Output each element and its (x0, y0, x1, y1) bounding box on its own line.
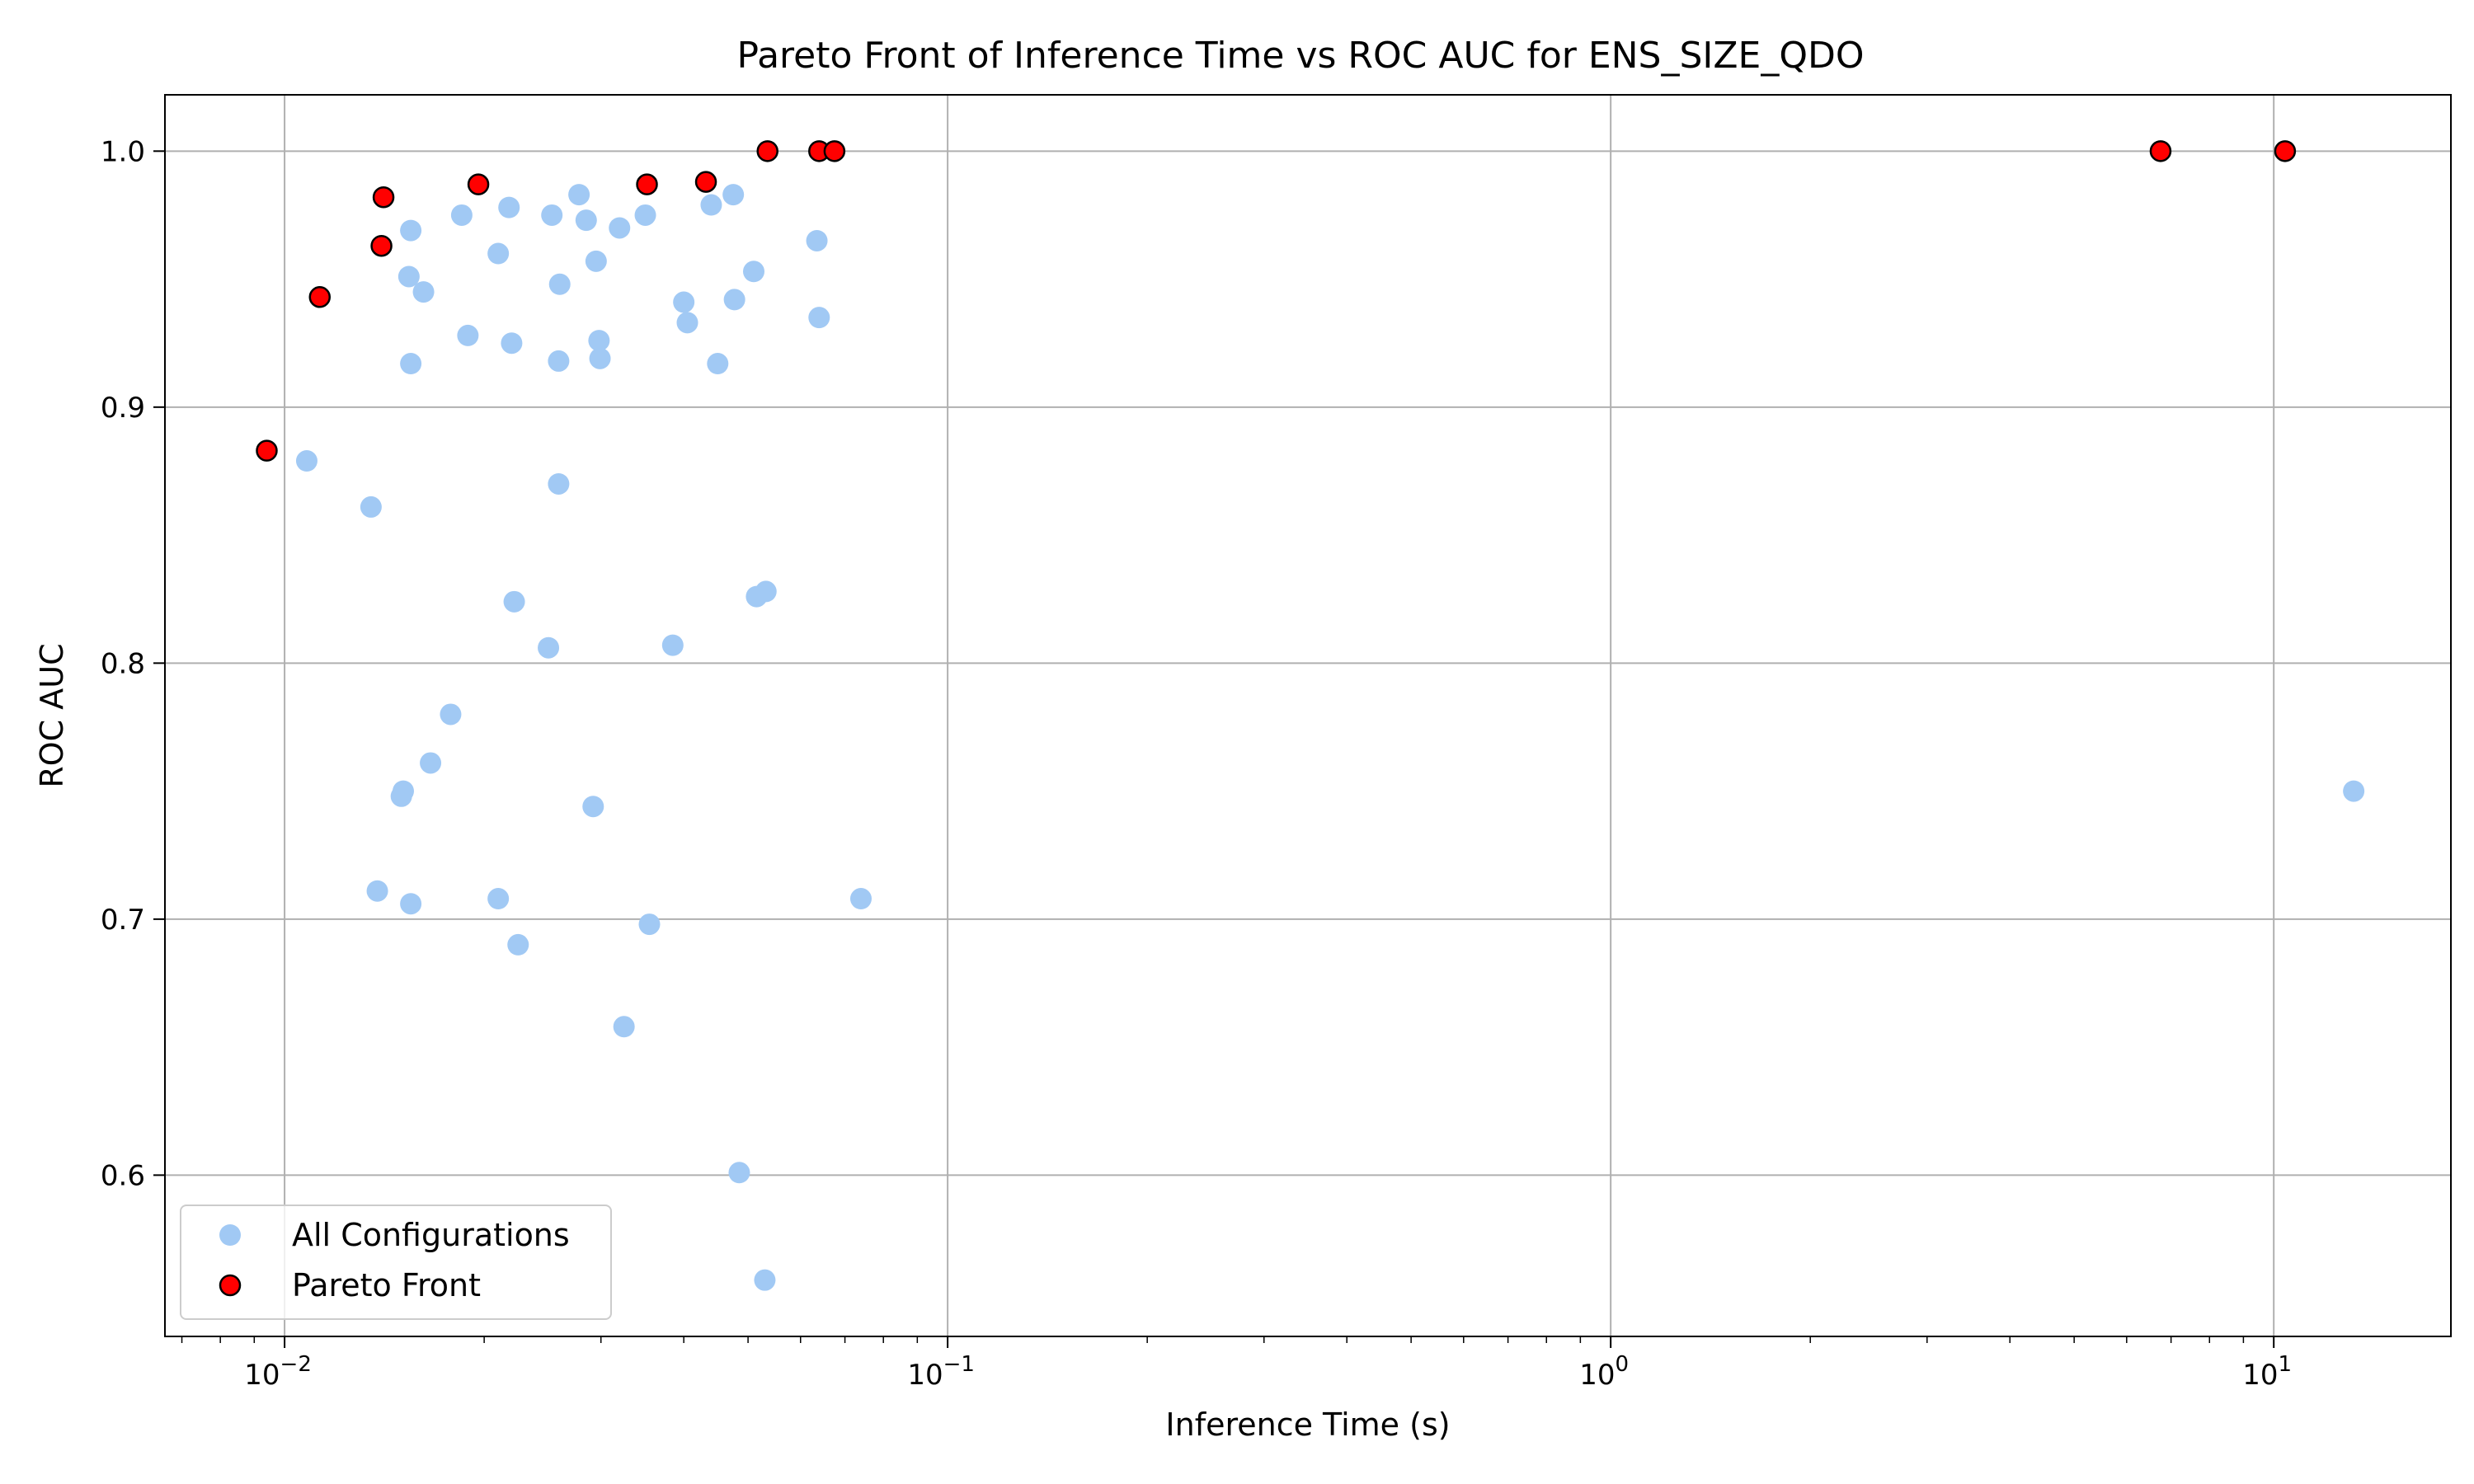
all-configurations-point (743, 261, 765, 283)
x-tick-label: 100 (1579, 1352, 1629, 1392)
plot-frame (164, 94, 2452, 1337)
pareto-front-point (694, 171, 717, 193)
all-configurations-point (450, 204, 473, 226)
all-configurations-point (661, 634, 684, 656)
x-tick-label: 10−2 (244, 1352, 312, 1392)
y-tick-label: 0.8 (101, 647, 145, 680)
all-configurations-point (548, 472, 570, 495)
x-axis-label: Inference Time (s) (1165, 1407, 1450, 1443)
all-configurations-point (397, 265, 420, 288)
pareto-front-point (756, 140, 778, 162)
all-configurations-point (400, 353, 422, 375)
all-configurations-point (503, 590, 525, 613)
y-tick-label: 0.6 (101, 1159, 145, 1192)
all-configurations-point (548, 273, 571, 295)
pareto-front-point (256, 439, 278, 462)
all-configurations-point (498, 196, 520, 218)
axis-ticks: 10−2 10−1 100 101 0.6 0.7 0.8 0.9 1.0 (101, 135, 2292, 1392)
y-tick-label: 0.9 (101, 392, 145, 425)
legend-marker-all-configurations (219, 1224, 241, 1246)
all-configurations-point (673, 291, 695, 313)
pareto-front-point (823, 140, 846, 162)
all-configurations-point (487, 242, 510, 265)
legend-marker-pareto-front (219, 1274, 242, 1297)
all-configurations-point (723, 289, 745, 311)
all-configurations-point (613, 1016, 635, 1038)
all-configurations-point (501, 332, 523, 355)
pareto-front-point (467, 173, 490, 195)
data-points (256, 140, 2365, 1291)
all-configurations-point (755, 580, 777, 603)
all-configurations-point (806, 229, 828, 251)
pareto-front-point (2149, 140, 2172, 162)
pareto-front-point (308, 286, 332, 308)
all-configurations-point (634, 204, 656, 226)
all-configurations-point (360, 495, 382, 518)
all-configurations-point (507, 933, 529, 956)
all-configurations-point (2343, 780, 2365, 802)
all-configurations-point (295, 450, 317, 472)
all-configurations-point (585, 250, 607, 272)
all-configurations-point (575, 209, 597, 232)
all-configurations-point (548, 350, 570, 372)
all-configurations-point (412, 281, 435, 303)
y-tick-label: 1.0 (101, 135, 145, 168)
legend: All Configurations Pareto Front (180, 1205, 612, 1320)
all-configurations-point (582, 796, 604, 818)
all-configurations-point (722, 184, 745, 206)
chart-title: Pareto Front of Inference Time vs ROC AU… (737, 35, 1865, 77)
pareto-front-point (372, 186, 395, 209)
pareto-front-point (370, 234, 393, 257)
all-configurations-point (487, 888, 510, 910)
all-configurations-point (707, 353, 729, 375)
all-configurations-point (457, 324, 479, 346)
all-configurations-point (700, 194, 722, 216)
y-tick-label: 0.7 (101, 904, 145, 937)
grid-lines (165, 95, 2451, 1336)
x-minor-ticks (181, 1336, 2245, 1343)
y-axis-label: ROC AUC (34, 643, 70, 787)
all-configurations-point (728, 1162, 750, 1184)
all-configurations-point (638, 913, 661, 936)
all-configurations-point (541, 204, 563, 226)
all-configurations-point (440, 703, 462, 726)
all-configurations-point (366, 880, 388, 902)
all-configurations-point (568, 184, 590, 206)
all-configurations-point (589, 347, 611, 369)
pareto-front-point (636, 173, 658, 195)
all-configurations-point (676, 312, 698, 334)
all-configurations-point (588, 330, 610, 352)
all-configurations-point (400, 893, 422, 915)
all-configurations-point (538, 636, 560, 659)
legend-label-pareto-front: Pareto Front (292, 1267, 481, 1303)
all-configurations-point (754, 1269, 776, 1291)
all-configurations-point (609, 217, 631, 239)
all-configurations-point (400, 219, 422, 242)
all-configurations-point (849, 888, 872, 910)
all-configurations-point (420, 752, 442, 774)
x-tick-label: 10−1 (907, 1352, 975, 1392)
all-configurations-point (392, 780, 414, 802)
legend-label-all-configurations: All Configurations (292, 1217, 570, 1253)
x-tick-label: 101 (2242, 1352, 2292, 1392)
all-configurations-point (808, 307, 830, 329)
pareto-front-point (2274, 140, 2297, 162)
legend-box (180, 1205, 612, 1320)
